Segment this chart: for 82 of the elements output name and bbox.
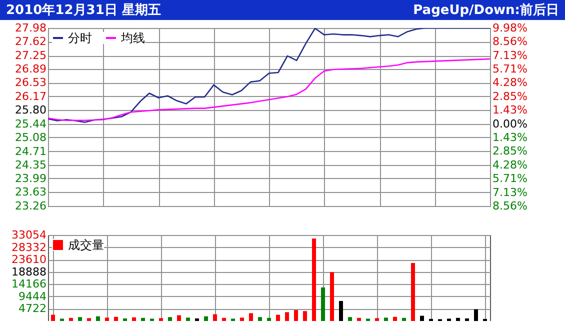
y-tick-label: 25.08 <box>15 130 46 144</box>
y-tick-label: 25.80 <box>15 104 46 117</box>
y2-tick-label: 4.28% <box>492 76 528 90</box>
y2-tick-label: 9.98% <box>492 22 528 34</box>
y-tick-label: 27.98 <box>15 22 46 34</box>
bar <box>240 318 244 321</box>
bar <box>168 317 172 321</box>
bar <box>402 318 406 321</box>
bar <box>78 317 82 321</box>
bar <box>177 315 181 321</box>
bar <box>105 318 109 321</box>
bar <box>375 318 379 321</box>
y-tick-label: 23.26 <box>15 200 46 212</box>
bar <box>96 316 100 321</box>
bar <box>294 310 298 321</box>
bar <box>258 317 262 321</box>
bar <box>186 318 190 321</box>
y-tick-label: 14166 <box>12 278 46 291</box>
bar <box>195 318 199 321</box>
y2-tick-label: 5.71% <box>492 62 528 76</box>
bar <box>465 318 469 321</box>
y2-tick-label: 0.00% <box>492 117 528 130</box>
y-tick-label: 23.63 <box>15 186 46 199</box>
legend-label: 成交量 <box>68 238 104 252</box>
bar <box>330 272 334 321</box>
bar <box>285 312 289 321</box>
y-tick-label: 26.53 <box>15 76 46 90</box>
bar <box>87 318 91 321</box>
y-tick-label: 4722 <box>18 302 46 316</box>
y-tick-label: 27.25 <box>15 49 46 62</box>
bar <box>213 314 217 321</box>
bar <box>312 238 316 321</box>
line-series <box>48 58 490 122</box>
y-tick-label: 23.99 <box>15 172 46 185</box>
bar <box>384 318 388 321</box>
bar <box>114 316 118 321</box>
chart-subtitle: PageUp/Down:前后日 <box>413 2 559 19</box>
y-tick-label: 24.35 <box>15 158 46 172</box>
bar <box>51 314 55 321</box>
y2-tick-label: 2.85% <box>492 144 528 158</box>
bar <box>204 316 208 321</box>
bar <box>69 318 73 321</box>
y2-tick-label: 2.85% <box>492 90 528 103</box>
y-tick-label: 9444 <box>18 290 46 303</box>
bar <box>411 262 415 321</box>
y-tick-label: 26.89 <box>15 62 46 76</box>
bar <box>357 318 361 321</box>
legend-label: 均线 <box>120 31 145 45</box>
bar <box>222 318 226 321</box>
bar <box>132 317 136 321</box>
bar <box>159 318 163 321</box>
y-tick-label: 25.44 <box>15 117 46 130</box>
bar <box>123 318 127 321</box>
y2-tick-label: 4.28% <box>492 158 528 172</box>
y-tick-label: 18888 <box>12 265 46 278</box>
y2-tick-label: 5.71% <box>492 172 528 186</box>
y2-tick-label: 8.56% <box>492 35 528 48</box>
y-tick-label: 23610 <box>12 253 46 266</box>
y2-tick-label: 8.56% <box>492 200 528 212</box>
y2-tick-label: 1.43% <box>492 131 528 144</box>
bar <box>249 313 253 321</box>
bar <box>321 287 325 321</box>
bar <box>141 318 145 321</box>
bar <box>339 300 343 321</box>
bar <box>456 318 460 321</box>
y2-tick-label: 7.13% <box>492 186 528 199</box>
y-tick-label: 33054 <box>12 228 46 242</box>
bar <box>303 311 307 321</box>
bar <box>276 314 280 321</box>
bar <box>267 318 271 321</box>
legend-label: 分时 <box>68 31 92 45</box>
y-tick-label: 26.17 <box>15 90 46 103</box>
bar <box>474 309 478 321</box>
bar <box>420 316 424 321</box>
y-tick-label: 27.62 <box>15 35 46 48</box>
chart-title: 2010年12月31日 星期五 <box>6 2 161 19</box>
y2-tick-label: 1.43% <box>492 104 528 117</box>
y-tick-label: 24.71 <box>15 144 46 158</box>
y2-tick-label: 7.13% <box>492 48 528 62</box>
y-tick-label: 28332 <box>12 240 46 254</box>
bar <box>393 316 397 321</box>
bar <box>348 317 352 321</box>
